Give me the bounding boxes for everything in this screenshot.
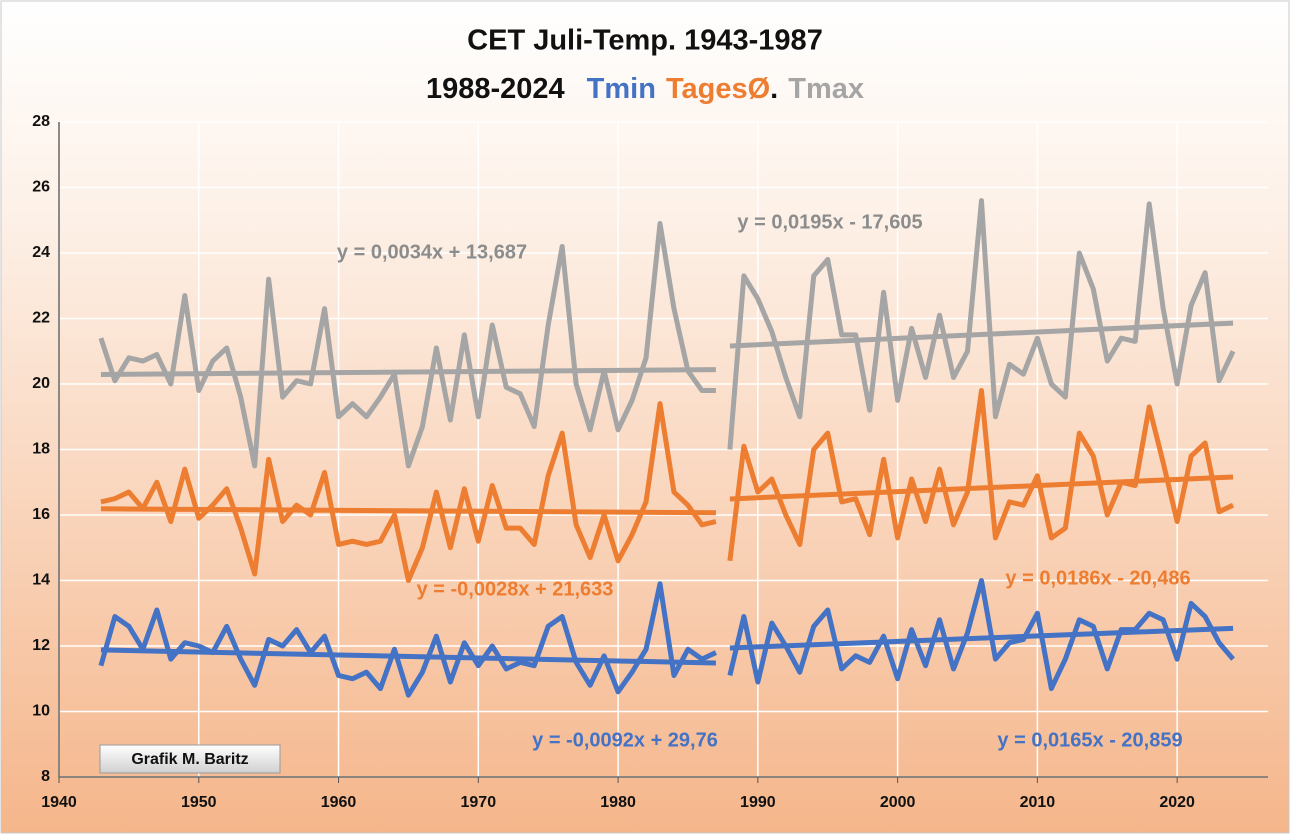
y-tick-label: 24 [32, 244, 50, 261]
y-tick-label: 12 [32, 637, 50, 654]
chart-title: CET Juli-Temp. 1943-1987 [467, 25, 823, 57]
subtitle: 1988-2024 [426, 73, 565, 105]
x-tick-label: 1990 [740, 794, 776, 811]
x-tick-label: 1940 [41, 794, 77, 811]
series-line [727, 198, 1236, 450]
x-tick-label: 1960 [321, 794, 357, 811]
trend-line [729, 625, 1234, 651]
legend-entry: Tmax [788, 73, 864, 105]
x-tick-label: 1950 [181, 794, 217, 811]
trend-equation: y = -0,0092x + 29,76 [532, 729, 718, 751]
trend-equation: y = 0,0186x - 20,486 [1005, 567, 1190, 589]
trend-equation: y = 0,0165x - 20,859 [997, 729, 1182, 751]
series-line [727, 578, 1235, 692]
trend-equation: y = -0,0028x + 21,633 [417, 578, 614, 600]
series-line [727, 388, 1235, 562]
trend-line [729, 320, 1234, 349]
y-tick-label: 18 [32, 441, 50, 458]
x-tick-label: 2010 [1020, 794, 1056, 811]
trend-equation: y = 0,0195x - 17,605 [737, 211, 922, 233]
legend-entry: TagesØ [666, 73, 770, 105]
trend-equation: y = 0,0034x + 13,687 [337, 241, 527, 263]
y-tick-label: 20 [32, 375, 50, 392]
plot: y = -0,0092x + 29,76 y = 0,0165x - 20,859… [98, 198, 1236, 751]
trend-line [100, 506, 716, 516]
legend-entry: Tmin [587, 73, 656, 105]
x-tick-label: 2000 [880, 794, 916, 811]
y-tick-label: 28 [32, 113, 50, 130]
credit: Grafik M. Baritz [131, 751, 248, 768]
series-line [100, 401, 717, 583]
chart-subtitle: 1988-2024 Tmin TagesØ. Tmax [426, 73, 864, 105]
credit-box [99, 744, 281, 774]
trend-line [729, 474, 1234, 502]
series-line [98, 221, 716, 469]
y-tick-label: 14 [32, 572, 50, 589]
y-tick-label: 10 [32, 703, 50, 720]
y-tick-label: 8 [41, 768, 50, 785]
title-punctuation: . [770, 73, 778, 105]
y-tick-label: 26 [32, 179, 50, 196]
x-tick-label: 2020 [1159, 794, 1195, 811]
y-tick-label: 22 [32, 310, 50, 327]
x-tick-label: 1970 [461, 794, 497, 811]
trend-line [100, 367, 716, 378]
x-tick-label: 1980 [600, 794, 636, 811]
trend-line [100, 647, 716, 666]
y-tick-label: 16 [32, 506, 50, 523]
series-line [98, 581, 717, 698]
